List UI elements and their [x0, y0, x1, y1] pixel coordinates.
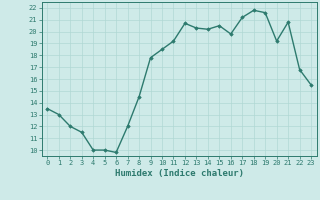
X-axis label: Humidex (Indice chaleur): Humidex (Indice chaleur): [115, 169, 244, 178]
